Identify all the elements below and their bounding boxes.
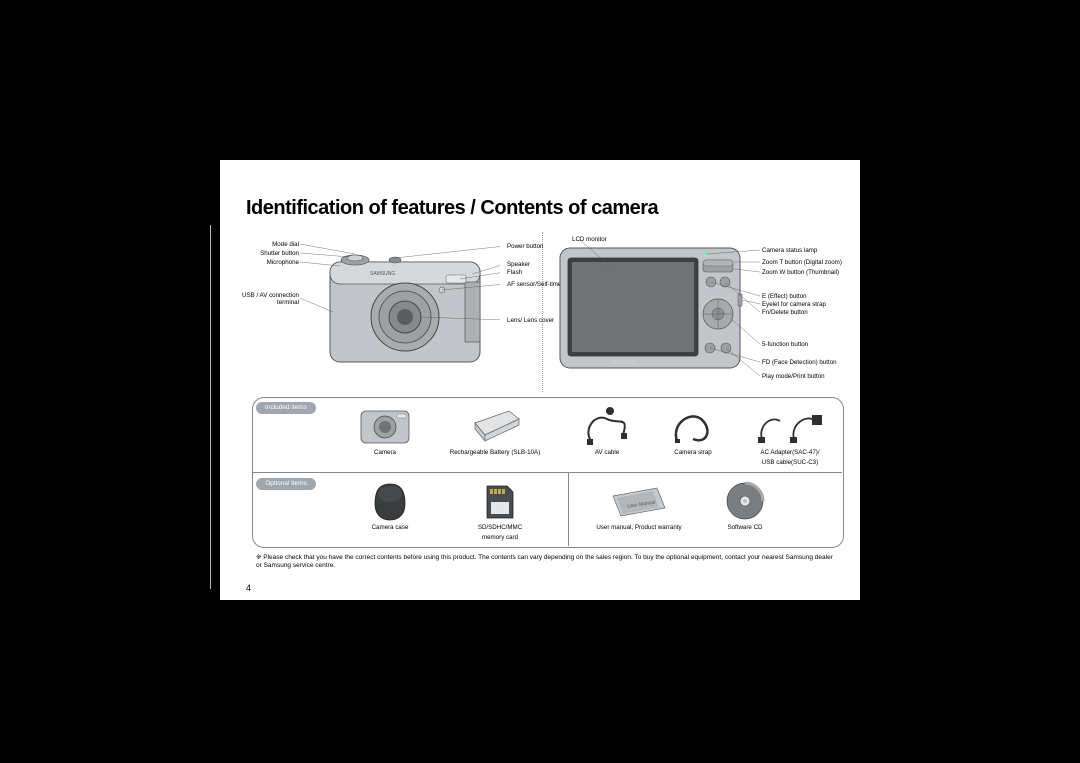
label-zoom-w: Zoom W button (Thumbnail)	[762, 269, 839, 276]
page-title: Identification of features / Contents of…	[246, 197, 658, 220]
footnote: ※ Please check that you have the correct…	[256, 554, 836, 570]
item-cd: Software CD	[700, 480, 790, 532]
label-speaker: Speaker	[507, 261, 530, 268]
svg-text:SAMSUNG: SAMSUNG	[610, 360, 635, 366]
label-eyelet: Eyelet for camera strap	[762, 301, 826, 308]
strap-icon	[663, 405, 723, 447]
caption-cd: Software CD	[700, 525, 790, 532]
item-case: Camera case	[345, 480, 435, 532]
label-fn-del: Fn/Delete button	[762, 309, 808, 316]
battery-icon	[465, 405, 525, 447]
optional-tab: Optional items	[256, 478, 316, 490]
left-margin-rule	[210, 225, 211, 589]
label-usb-av-1: USB / AV connection	[241, 292, 299, 299]
footnote-text: Please check that you have the correct c…	[256, 554, 833, 569]
label-lens: Lens/ Lens cover	[507, 317, 554, 324]
label-fd: FD (Face Detection) button	[762, 359, 837, 366]
item-card: SD/SDHC/MMC memory card	[450, 480, 550, 542]
footnote-symbol: ※	[256, 554, 261, 561]
label-play: Play mode/Print button	[762, 373, 825, 380]
caption-manual: User manual, Product warranty	[584, 525, 694, 532]
caption-card-1: SD/SDHC/MMC	[450, 525, 550, 532]
diagram-separator	[542, 232, 543, 392]
label-effect: E (Effect) button	[762, 293, 807, 300]
item-strap: Camera strap	[648, 405, 738, 457]
label-zoom-t: Zoom T button (Digital zoom)	[762, 259, 842, 266]
caption-case: Camera case	[345, 525, 435, 532]
page-number: 4	[246, 583, 251, 593]
label-status: Camera status lamp	[762, 247, 817, 254]
label-shutter: Shutter button	[251, 250, 299, 257]
front-camera-diagram: SAMSUNG Mode dial Shutter button Microph…	[300, 242, 500, 382]
caption-adapter-2: USB cable(SUC-C3)	[740, 460, 840, 467]
caption-card-2: memory card	[450, 535, 550, 542]
label-mode-dial: Mode dial	[251, 241, 299, 248]
av-cable-icon	[577, 405, 637, 447]
caption-adapter-1: AC Adapter(SAC-47)/	[740, 450, 840, 457]
item-manual: User Manual User manual, Product warrant…	[584, 480, 694, 532]
manual-icon: User Manual	[607, 480, 671, 522]
label-five-fn: 5-function button	[762, 341, 808, 348]
page-root: Identification of features / Contents of…	[0, 0, 1080, 763]
label-usb-av-2: terminal	[241, 299, 299, 306]
camera-icon	[355, 405, 415, 447]
label-power: Power button	[507, 243, 543, 250]
item-camera: Camera	[340, 405, 430, 457]
item-adapter: AC Adapter(SAC-47)/ USB cable(SUC-C3)	[740, 405, 840, 467]
label-lcd: LCD monitor	[572, 236, 607, 243]
adapter-icon	[754, 405, 826, 447]
items-vertical-divider	[568, 472, 569, 546]
included-tab: Included items	[256, 402, 316, 414]
item-battery: Rechargeable Battery (SLB-10A)	[440, 405, 550, 457]
case-icon	[365, 480, 415, 522]
brand-front-text: SAMSUNG	[370, 271, 395, 277]
caption-strap: Camera strap	[648, 450, 738, 457]
cd-icon	[722, 480, 768, 522]
label-flash: Flash	[507, 269, 522, 276]
items-divider	[252, 472, 842, 473]
item-av-cable: AV cable	[562, 405, 652, 457]
caption-av: AV cable	[562, 450, 652, 457]
caption-camera: Camera	[340, 450, 430, 457]
card-icon	[479, 480, 521, 522]
label-microphone: Microphone	[251, 259, 299, 266]
back-camera-diagram: SAMSUNG	[550, 236, 840, 396]
caption-battery: Rechargeable Battery (SLB-10A)	[440, 450, 550, 457]
